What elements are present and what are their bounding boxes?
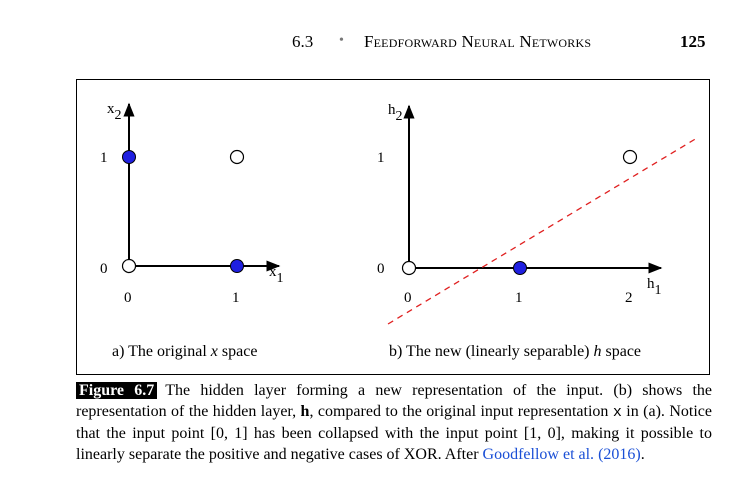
panel-b-y-label: h2 — [388, 102, 403, 124]
panel-a-tick-y-1: 1 — [100, 150, 108, 166]
point-1-1 — [229, 149, 245, 165]
point-0-0 — [121, 258, 137, 274]
panel-b-caption: b) The new (linearly separable) h space — [389, 343, 642, 360]
separator-line — [387, 137, 698, 325]
chapter-title: Feedforward Neural Networks — [364, 32, 592, 51]
panel-b-x-label: h1 — [647, 276, 662, 298]
point-h-2-1 — [622, 149, 638, 165]
panel-a-tick-x-1: 1 — [232, 290, 240, 306]
header-separator: • — [339, 33, 344, 48]
page-number: 125 — [680, 32, 706, 51]
panel-b-tick-y-1: 1 — [377, 150, 385, 166]
panel-b-tick-x-2: 2 — [625, 290, 633, 306]
panel-a-y-label: x2 — [107, 101, 122, 123]
section-number: 6.3 — [292, 32, 314, 51]
panel-b-tick-y-0: 0 — [377, 261, 385, 277]
figure-caption: Figure 6.7 The hidden layer forming a new… — [76, 382, 713, 463]
panel-b-tick-x-1: 1 — [515, 290, 523, 306]
panel-a-caption: a) The original x space — [112, 343, 258, 360]
point-1-0 — [230, 259, 244, 273]
panel-a-plot: 1 0 0 1 x2 x1 — [100, 101, 284, 306]
panel-b-tick-x-0: 0 — [404, 290, 412, 306]
citation-link[interactable]: Goodfellow et al. — [482, 446, 595, 463]
point-h-1-0 — [513, 261, 527, 275]
point-0-1 — [122, 150, 136, 164]
page-header: 6.3 • Feedforward Neural Networks 125 — [0, 32, 753, 56]
point-h-0-0 — [401, 260, 417, 276]
panel-a-tick-y-0: 0 — [100, 261, 108, 277]
figure-label: Figure 6.7 — [76, 382, 158, 399]
panel-b-plot: 1 0 0 1 2 h2 h1 — [377, 102, 698, 325]
figure-plots: 1 0 0 1 x2 x1 1 0 0 1 2 h2 h1 — [100, 101, 698, 325]
panel-a-tick-x-0: 0 — [124, 290, 132, 306]
panel-a-x-label: x1 — [269, 264, 284, 286]
figure-frame: 1 0 0 1 x2 x1 1 0 0 1 2 h2 h1 — [76, 79, 710, 375]
citation-year-link[interactable]: (2016) — [598, 446, 641, 463]
